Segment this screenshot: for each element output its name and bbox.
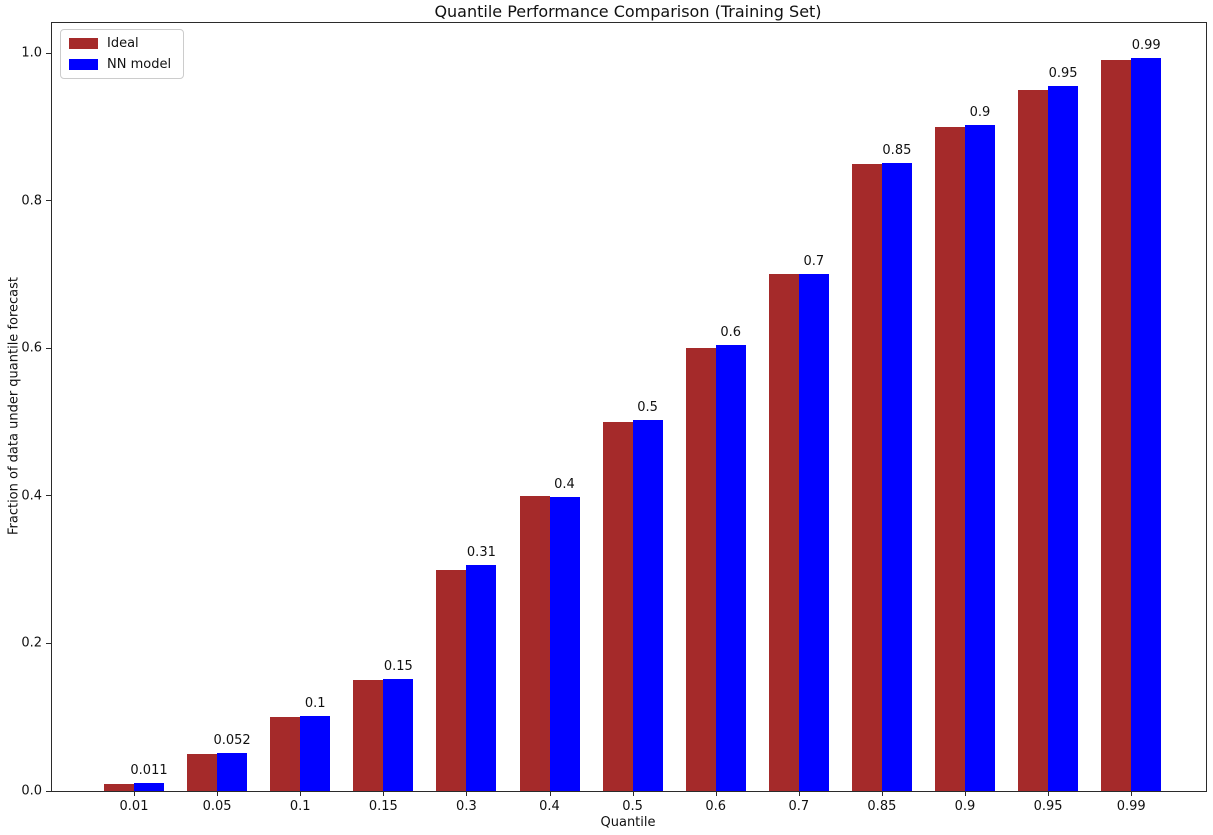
- y-tick-mark: [46, 642, 51, 644]
- y-tick-label: 0.4: [21, 488, 42, 504]
- bar-ideal: [104, 783, 134, 791]
- bar-value-label: 0.052: [213, 732, 251, 748]
- x-tick-mark: [881, 791, 883, 796]
- bar-value-label: 0.95: [1048, 66, 1078, 82]
- x-tick-label: 0.85: [867, 799, 897, 814]
- bar-nn-model: [881, 162, 912, 791]
- bar-ideal: [602, 422, 633, 791]
- x-tick-label: 0.1: [289, 799, 311, 814]
- bar-nn-model: [798, 273, 829, 791]
- x-tick-mark: [715, 791, 717, 796]
- y-tick-mark: [46, 200, 51, 202]
- x-tick-label: 0.4: [539, 799, 560, 814]
- legend-item-ideal: Ideal: [69, 36, 171, 51]
- x-tick-label: 0.99: [1116, 799, 1146, 814]
- x-tick-mark: [466, 791, 468, 796]
- y-tick-mark: [46, 790, 51, 792]
- y-tick-mark: [46, 52, 51, 54]
- bar-nn-model: [1048, 86, 1079, 791]
- x-tick-label: 0.3: [456, 799, 477, 814]
- legend-swatch-ideal: [69, 38, 98, 49]
- bar-ideal: [851, 163, 882, 791]
- y-tick-label: 0.0: [21, 783, 42, 799]
- bar-nn-model: [300, 715, 331, 791]
- bar-ideal: [187, 754, 218, 791]
- bar-ideal: [436, 569, 467, 791]
- x-tick-mark: [134, 791, 135, 796]
- bar-value-label: 0.9: [969, 104, 991, 120]
- x-tick-mark: [1131, 791, 1133, 796]
- x-tick-mark: [1048, 791, 1050, 796]
- x-tick-mark: [965, 791, 966, 796]
- x-tick-mark: [798, 791, 800, 796]
- legend-label-nn-model: NN model: [107, 57, 172, 72]
- bar-value-label: 0.6: [720, 325, 742, 341]
- bar-ideal: [768, 274, 799, 791]
- plot-area: Ideal NN model 0.0 0.2 0.4 0.6 0.8 1.0 0.01 0.0…: [21, 22, 1207, 814]
- x-tick-mark: [549, 791, 551, 796]
- x-tick-label: 0.9: [954, 799, 976, 814]
- y-tick-mark: [46, 347, 51, 349]
- bar-ideal: [685, 348, 716, 791]
- bar-ideal: [270, 717, 301, 791]
- y-tick-mark: [46, 495, 51, 497]
- x-tick-label: 0.15: [368, 799, 398, 814]
- bar-ideal: [1018, 89, 1049, 791]
- y-tick-label: 0.8: [21, 193, 42, 209]
- bar-value-label: 0.4: [554, 477, 575, 493]
- bar-nn-model: [965, 124, 995, 791]
- x-tick-mark: [217, 791, 219, 796]
- bar-value-label: 0.7: [803, 253, 825, 269]
- bar-value-label: 0.5: [637, 399, 658, 415]
- bar-value-label: 0.011: [130, 762, 168, 778]
- bar-nn-model: [715, 345, 746, 791]
- bar-value-label: 0.85: [882, 142, 912, 158]
- x-tick-label: 0.6: [705, 799, 727, 814]
- bar-value-label: 0.99: [1131, 38, 1161, 54]
- bar-nn-model: [466, 565, 497, 791]
- y-axis-label: Fraction of data under quantile forecast: [6, 276, 22, 536]
- legend-label-ideal: Ideal: [107, 36, 139, 51]
- legend: Ideal NN model: [60, 29, 185, 79]
- bar-nn-model: [549, 497, 580, 791]
- bar-nn-model: [1131, 58, 1162, 791]
- bar-ideal: [519, 495, 550, 791]
- bar-ideal: [1101, 60, 1132, 791]
- bar-value-label: 0.15: [383, 658, 413, 674]
- bar-ideal: [935, 126, 965, 791]
- bar-nn-model: [632, 419, 663, 791]
- x-tick-label: 0.05: [202, 799, 232, 814]
- bar-nn-model: [134, 782, 164, 791]
- y-tick-label: 0.6: [21, 340, 42, 356]
- x-tick-label: 0.7: [788, 799, 810, 814]
- bar-ideal: [353, 680, 384, 791]
- x-tick-mark: [300, 791, 302, 796]
- x-tick-label: 0.95: [1033, 799, 1063, 814]
- x-tick-label: 0.01: [119, 799, 149, 814]
- y-tick-label: 0.2: [21, 635, 42, 651]
- chart-title: Quantile Performance Comparison (Trainin…: [434, 2, 822, 21]
- bar-value-label: 0.31: [466, 545, 496, 561]
- bar-nn-model: [217, 752, 248, 791]
- x-tick-label: 0.5: [622, 799, 643, 814]
- legend-item-nn-model: NN model: [69, 57, 171, 72]
- x-axis-label: Quantile: [600, 815, 656, 830]
- bar-value-label: 0.1: [304, 695, 326, 711]
- x-tick-mark: [383, 791, 385, 796]
- legend-swatch-nn-model: [69, 59, 98, 70]
- bar-nn-model: [383, 678, 414, 791]
- y-tick-label: 1.0: [21, 45, 42, 61]
- x-tick-mark: [632, 791, 634, 796]
